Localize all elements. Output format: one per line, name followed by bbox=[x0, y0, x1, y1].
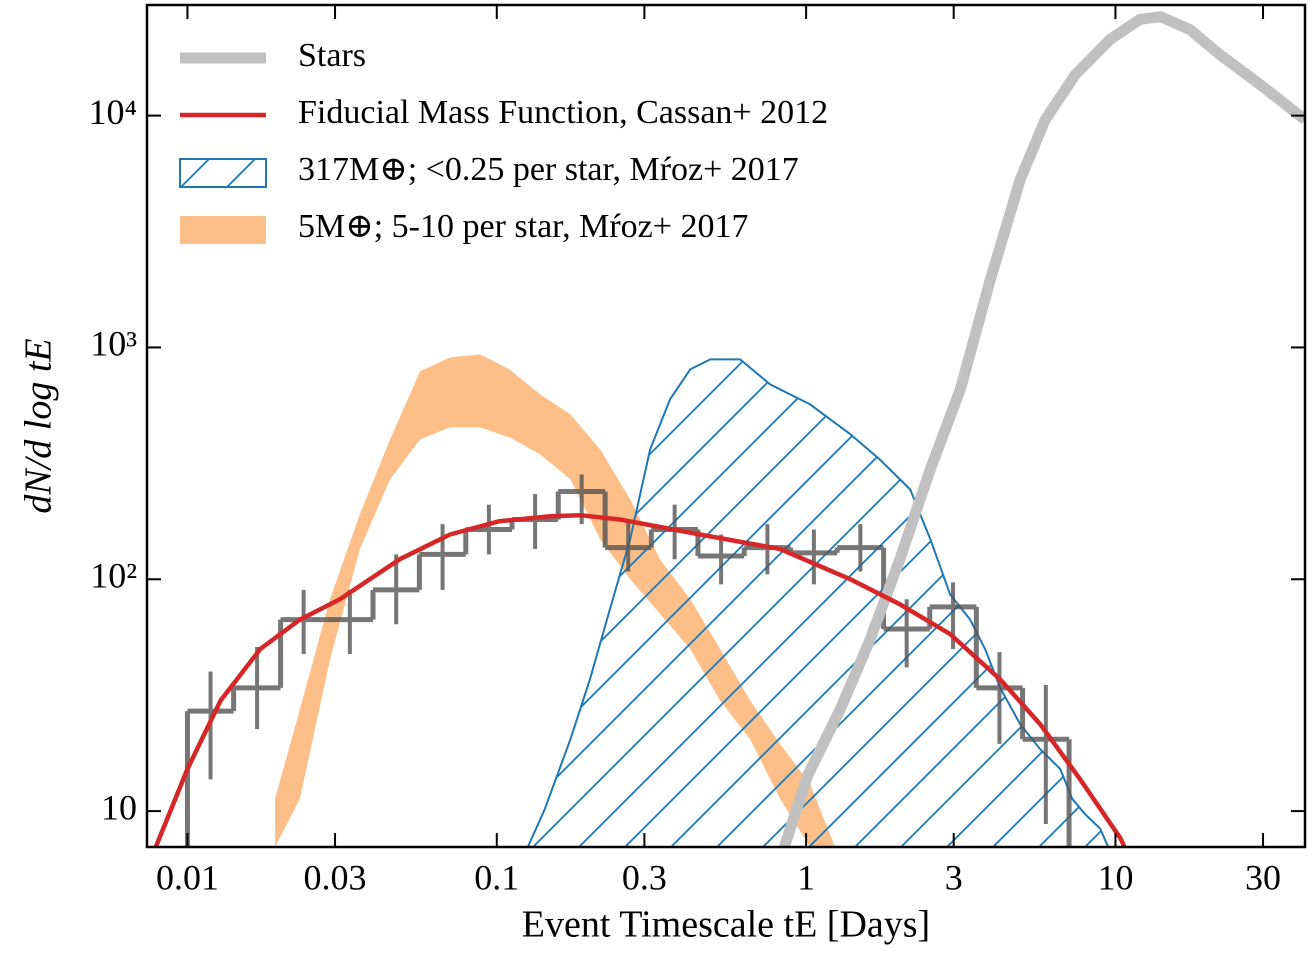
x-tick-label: 0.01 bbox=[156, 857, 219, 897]
x-tick-label: 0.3 bbox=[622, 857, 667, 897]
legend-swatch bbox=[180, 216, 266, 244]
y-tick-label: 10² bbox=[90, 556, 137, 596]
legend-label: Stars bbox=[298, 37, 366, 74]
y-tick-label: 10³ bbox=[90, 324, 137, 364]
x-tick-label: 30 bbox=[1245, 857, 1281, 897]
x-tick-label: 10 bbox=[1097, 857, 1133, 897]
x-tick-label: 3 bbox=[945, 857, 963, 897]
legend-label: Fiducial Mass Function, Cassan+ 2012 bbox=[298, 94, 828, 131]
legend-swatch bbox=[179, 158, 267, 188]
plot-area bbox=[153, 11, 1305, 847]
hatched-area bbox=[526, 358, 1110, 847]
legend-label: 317M⊕; <0.25 per star, Mŕoz+ 2017 bbox=[298, 151, 799, 188]
line bbox=[153, 512, 1127, 847]
legend-label: 5M⊕; 5-10 per star, Mŕoz+ 2017 bbox=[298, 208, 748, 245]
x-axis-label: Event Timescale tE [Days] bbox=[522, 904, 930, 946]
y-tick-label: 10⁴ bbox=[88, 92, 137, 132]
band-area bbox=[275, 354, 836, 847]
x-tick-label: 0.03 bbox=[304, 857, 367, 897]
histogram bbox=[184, 474, 1072, 847]
plot-frame bbox=[145, 3, 1307, 849]
y-axis-label: dN/d log tE bbox=[18, 338, 60, 513]
x-tick-label: 1 bbox=[797, 857, 815, 897]
y-tick-label: 10 bbox=[101, 787, 137, 827]
x-tick-label: 0.1 bbox=[474, 857, 519, 897]
line bbox=[779, 11, 1305, 847]
